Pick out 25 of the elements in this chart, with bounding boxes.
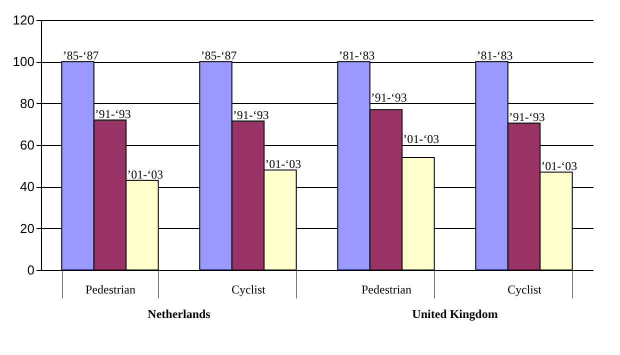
text: United Kingdom [412, 307, 498, 321]
data-label: ’81-‘83 [338, 48, 375, 63]
data-label: ’91-‘93 [508, 110, 545, 124]
x-tick-label: Pedestrian [86, 282, 136, 296]
data-label: ’91-‘93 [232, 108, 269, 122]
data-label: ’85-‘87 [62, 48, 99, 63]
y-tick-label: 60 [20, 138, 34, 152]
data-label: ’81-‘83 [476, 48, 513, 63]
data-label: ’01-‘03 [265, 157, 302, 171]
y-tick-label: 40 [20, 179, 34, 194]
y-tick-label: 120 [12, 12, 34, 28]
y-tick-label: 20 [20, 220, 34, 236]
x-tick-label: Pedestrian [362, 282, 412, 296]
text: Netherlands [148, 307, 211, 321]
y-tick-label: 80 [20, 96, 34, 111]
y-tick-label: 0 [27, 262, 34, 278]
data-label: ’01-‘03 [541, 159, 578, 174]
y-tick-label: 100 [12, 54, 34, 70]
data-label: ’01-‘03 [127, 167, 164, 182]
data-label: ’91-‘93 [370, 90, 407, 104]
x-tick-label: Cyclist [231, 282, 266, 296]
x-tick-label: Cyclist [507, 282, 542, 296]
data-label: ’85-‘87 [200, 48, 237, 63]
data-label: ’01-‘03 [403, 132, 440, 146]
data-label: ’91-‘93 [94, 107, 131, 121]
